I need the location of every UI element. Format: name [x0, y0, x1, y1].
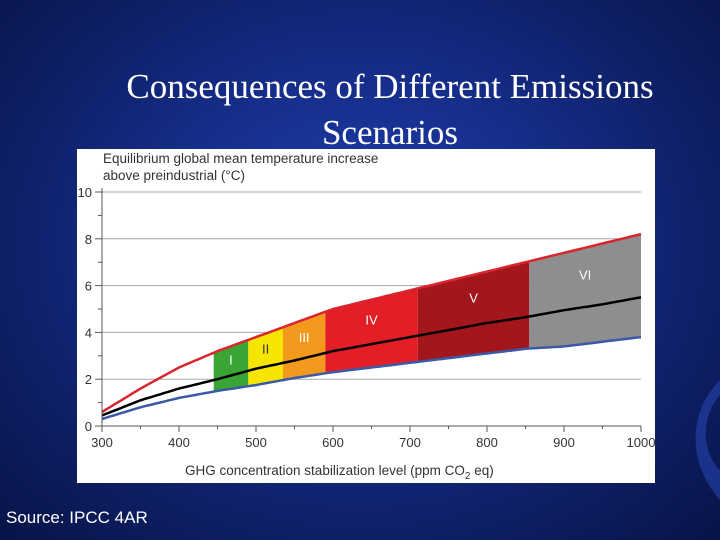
- x-tick-label-600: 600: [322, 435, 344, 450]
- scenario-band-5: [417, 261, 530, 362]
- y-tick-label-0: 0: [85, 419, 92, 434]
- band-label-IV: IV: [365, 313, 378, 328]
- y-tick-label-2: 2: [85, 372, 92, 387]
- y-tick-label-4: 4: [85, 325, 92, 340]
- decorative-swoosh: [695, 380, 720, 500]
- x-axis-label-end: eq): [470, 463, 493, 478]
- band-label-I: I: [229, 352, 233, 367]
- lower-bound-line: [101, 335, 642, 421]
- y-tick-label-8: 8: [85, 232, 92, 247]
- x-tick-label-900: 900: [553, 435, 575, 450]
- source-caption: Source: IPCC 4AR: [6, 508, 148, 527]
- upper-bound-line: [101, 232, 642, 414]
- x-tick-label-400: 400: [168, 435, 190, 450]
- band-label-VI: VI: [579, 267, 591, 282]
- band-label-III: III: [299, 330, 310, 345]
- x-axis-label-subscript: 2: [465, 471, 471, 482]
- chart-title-line1: Equilibrium global mean temperature incr…: [103, 151, 378, 166]
- x-tick-label-300: 300: [91, 435, 113, 450]
- slide-title: Consequences of Different Emissions Scen…: [95, 64, 685, 156]
- x-tick-label-1000: 1000: [627, 435, 655, 450]
- chart-axes: 0 2 4 6 8 10 300 400 500 600 700 800 900 1000: [78, 185, 655, 450]
- best-estimate-line: [101, 296, 642, 417]
- chart-panel: 0 2 4 6 8 10 300 400 500 600 700 800 900 1000 I II III I…: [77, 149, 655, 483]
- y-tick-label-10: 10: [78, 185, 92, 200]
- y-tick-label-6: 6: [85, 279, 92, 294]
- scenario-band-3: [282, 311, 326, 381]
- slide-title-text: Consequences of Different Emissions Scen…: [126, 67, 654, 152]
- scenario-band-6: [529, 234, 641, 349]
- x-axis-label-main: GHG concentration stabilization level (p…: [185, 463, 465, 478]
- scenario-band-4: [325, 288, 418, 374]
- chart-title-line2: above preindustrial (°C): [103, 168, 245, 183]
- chart-bands: [213, 234, 641, 392]
- x-tick-label-500: 500: [245, 435, 267, 450]
- scenario-band-2: [248, 327, 283, 387]
- x-tick-label-800: 800: [476, 435, 498, 450]
- band-label-V: V: [469, 291, 478, 306]
- x-tick-label-700: 700: [399, 435, 421, 450]
- chart-lines: [101, 232, 642, 421]
- x-axis-label: GHG concentration stabilization level (p…: [185, 463, 494, 482]
- band-label-II: II: [262, 341, 269, 356]
